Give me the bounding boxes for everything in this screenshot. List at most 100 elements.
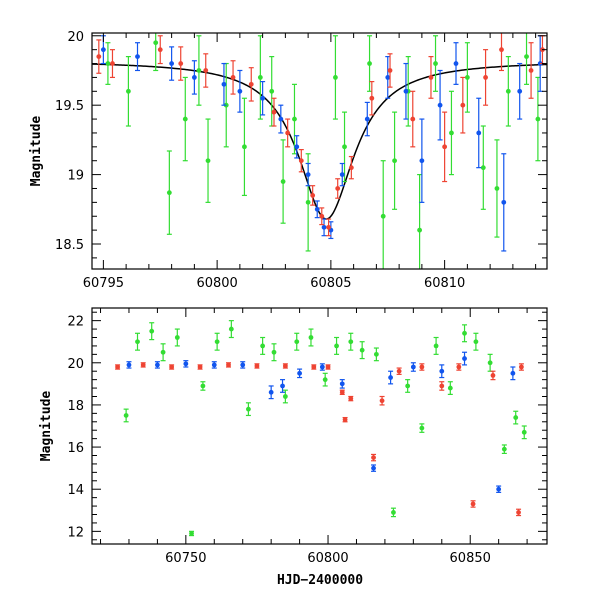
top-data-point bbox=[125, 88, 131, 94]
top-data-point bbox=[237, 88, 243, 94]
bottom-data-point bbox=[197, 364, 203, 370]
top-data-point bbox=[298, 158, 304, 164]
bottom-data-point bbox=[280, 383, 285, 389]
bottom-y-tick-label: 12 bbox=[67, 525, 84, 540]
top-data-point bbox=[339, 172, 345, 178]
bottom-series-0 bbox=[123, 320, 527, 537]
top-data-point bbox=[335, 186, 341, 191]
top-data-point bbox=[380, 213, 386, 219]
top-data-point bbox=[248, 81, 254, 87]
bottom-y-tick-label: 14 bbox=[67, 483, 84, 498]
top-data-point bbox=[428, 75, 434, 80]
bottom-data-point bbox=[140, 362, 146, 368]
bottom-data-point bbox=[246, 406, 251, 412]
top-data-point bbox=[464, 75, 470, 80]
top-data-point bbox=[392, 158, 397, 164]
top-data-point bbox=[305, 172, 311, 178]
top-data-point bbox=[494, 186, 500, 191]
bottom-data-point bbox=[322, 377, 328, 383]
bottom-data-point bbox=[174, 335, 180, 340]
top-axis-ticks: 60795 60800 60805 60810 18.5 19 19.5 20 bbox=[55, 30, 547, 291]
top-data-point bbox=[453, 61, 459, 66]
top-series-0 bbox=[105, 33, 541, 269]
top-data-point bbox=[369, 95, 375, 101]
bottom-data-point bbox=[149, 328, 155, 334]
top-data-point bbox=[96, 54, 102, 59]
bottom-data-point bbox=[462, 356, 467, 361]
top-data-point bbox=[364, 116, 370, 122]
bottom-data-point bbox=[496, 486, 502, 492]
top-x-tick-label: 60800 bbox=[196, 276, 237, 291]
bottom-data-point bbox=[240, 362, 246, 368]
top-data-point bbox=[442, 144, 448, 150]
bottom-data-point bbox=[487, 360, 493, 366]
bottom-data-point bbox=[371, 455, 376, 461]
top-data-point bbox=[437, 102, 443, 108]
top-data-point bbox=[230, 75, 236, 80]
bottom-data-point bbox=[339, 381, 345, 387]
bottom-series-2 bbox=[115, 362, 524, 517]
bottom-data-point bbox=[371, 465, 376, 471]
bottom-data-point bbox=[359, 347, 365, 353]
top-data-point bbox=[387, 68, 393, 73]
top-data-point bbox=[417, 227, 422, 233]
top-data-point bbox=[169, 61, 175, 66]
top-data-point bbox=[460, 102, 466, 108]
bottom-data-point bbox=[410, 364, 416, 370]
bottom-data-point bbox=[282, 363, 288, 369]
bottom-data-point bbox=[348, 396, 354, 402]
top-data-point bbox=[385, 75, 391, 80]
top-data-point bbox=[269, 88, 275, 94]
bottom-data-point bbox=[126, 362, 132, 368]
top-data-point bbox=[278, 116, 284, 122]
bottom-data-point bbox=[433, 343, 439, 349]
bottom-panel-frame bbox=[91, 307, 548, 545]
top-data-point bbox=[294, 144, 300, 150]
top-data-point bbox=[257, 75, 263, 80]
bottom-data-point bbox=[439, 383, 445, 389]
bottom-data-point bbox=[521, 429, 527, 435]
top-data-point bbox=[476, 130, 482, 136]
bottom-data-point bbox=[200, 383, 206, 389]
top-data-point bbox=[319, 213, 325, 219]
top-data-layer bbox=[92, 33, 547, 269]
top-data-point bbox=[524, 54, 529, 59]
bottom-data-point bbox=[123, 413, 129, 418]
bottom-y-tick-label: 20 bbox=[67, 357, 84, 372]
bottom-data-point bbox=[294, 339, 300, 345]
top-y-tick-label: 18.5 bbox=[55, 238, 84, 253]
top-data-point bbox=[191, 75, 197, 80]
bottom-data-point bbox=[490, 373, 496, 378]
top-x-tick-label: 60810 bbox=[424, 276, 465, 291]
bottom-data-point bbox=[325, 364, 331, 370]
top-panel: 60795 60800 60805 60810 18.5 19 19.5 20 Magnitu… bbox=[29, 30, 548, 291]
bottom-series-1 bbox=[126, 351, 516, 493]
bottom-data-point bbox=[510, 370, 516, 376]
bottom-data-point bbox=[211, 362, 217, 368]
top-data-point bbox=[285, 130, 291, 136]
bottom-data-point bbox=[388, 375, 393, 380]
bottom-y-axis-label: Magnitude bbox=[39, 391, 54, 462]
top-plot-area bbox=[92, 33, 547, 269]
bottom-data-point bbox=[115, 364, 120, 370]
top-data-point bbox=[367, 61, 372, 66]
top-data-point bbox=[280, 179, 286, 184]
bottom-data-point bbox=[373, 351, 379, 357]
top-data-point bbox=[203, 68, 209, 73]
bottom-data-point bbox=[391, 509, 396, 515]
bottom-data-point bbox=[226, 362, 231, 368]
bottom-data-point bbox=[189, 531, 194, 536]
top-y-tick-label: 19 bbox=[67, 169, 84, 184]
top-data-point bbox=[528, 68, 534, 73]
top-data-point bbox=[314, 206, 320, 212]
top-data-point bbox=[483, 75, 488, 80]
top-data-point bbox=[433, 61, 438, 66]
bottom-data-point bbox=[439, 368, 445, 374]
top-data-point bbox=[321, 224, 327, 230]
top-data-point bbox=[205, 158, 211, 164]
top-model-curve bbox=[92, 63, 547, 220]
top-y-axis-label: Magnitude bbox=[29, 116, 44, 187]
top-data-point bbox=[178, 61, 184, 66]
top-data-point bbox=[410, 116, 416, 122]
